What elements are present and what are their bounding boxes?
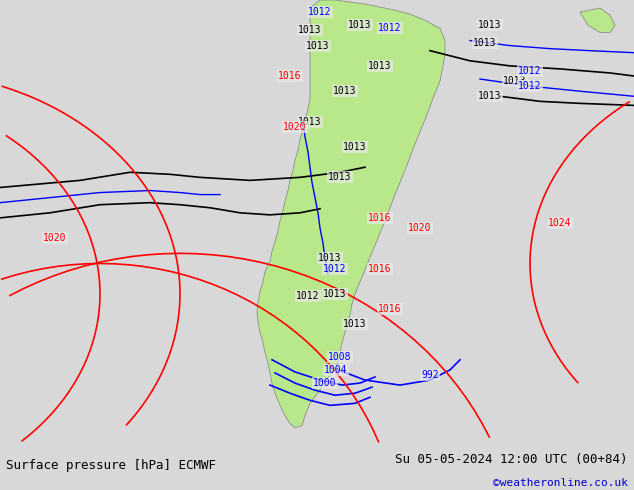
Text: 1016: 1016 (278, 71, 302, 81)
Text: 1013: 1013 (306, 41, 330, 50)
Text: ©weatheronline.co.uk: ©weatheronline.co.uk (493, 478, 628, 489)
Text: 1004: 1004 (324, 365, 348, 375)
Text: 1012: 1012 (323, 264, 347, 273)
Text: 1012: 1012 (308, 7, 332, 17)
Text: 1013: 1013 (298, 117, 321, 126)
Text: 1013: 1013 (318, 253, 342, 264)
Text: 1020: 1020 (408, 223, 432, 233)
Text: 1013: 1013 (343, 142, 366, 152)
Text: 1012: 1012 (296, 291, 320, 301)
Text: 1013: 1013 (298, 25, 321, 35)
Text: 1013: 1013 (333, 86, 357, 96)
Text: 1012: 1012 (518, 81, 541, 91)
Text: 1013: 1013 (323, 289, 347, 299)
Text: 1013: 1013 (478, 21, 501, 30)
Text: 1013: 1013 (473, 38, 497, 48)
Text: Su 05-05-2024 12:00 UTC (00+84): Su 05-05-2024 12:00 UTC (00+84) (395, 453, 628, 466)
Text: 1000: 1000 (313, 378, 337, 388)
Polygon shape (257, 0, 445, 428)
Text: 1016: 1016 (368, 213, 392, 223)
Text: 1013: 1013 (348, 21, 372, 30)
Polygon shape (580, 8, 615, 32)
Text: Surface pressure [hPa] ECMWF: Surface pressure [hPa] ECMWF (6, 459, 216, 472)
Text: 992: 992 (421, 370, 439, 380)
Text: 1020: 1020 (43, 233, 67, 243)
Text: 1024: 1024 (548, 218, 572, 228)
Text: 1016: 1016 (378, 304, 402, 314)
Text: 1008: 1008 (328, 352, 352, 362)
Text: 1013: 1013 (343, 319, 366, 329)
Text: 1020: 1020 (283, 122, 307, 132)
Text: 1013: 1013 (503, 76, 527, 86)
Text: 1013: 1013 (478, 91, 501, 101)
Text: 1012: 1012 (518, 66, 541, 76)
Text: 1012: 1012 (378, 24, 402, 33)
Text: 1016: 1016 (368, 264, 392, 273)
Text: 1013: 1013 (328, 172, 352, 182)
Text: 1013: 1013 (368, 61, 392, 71)
